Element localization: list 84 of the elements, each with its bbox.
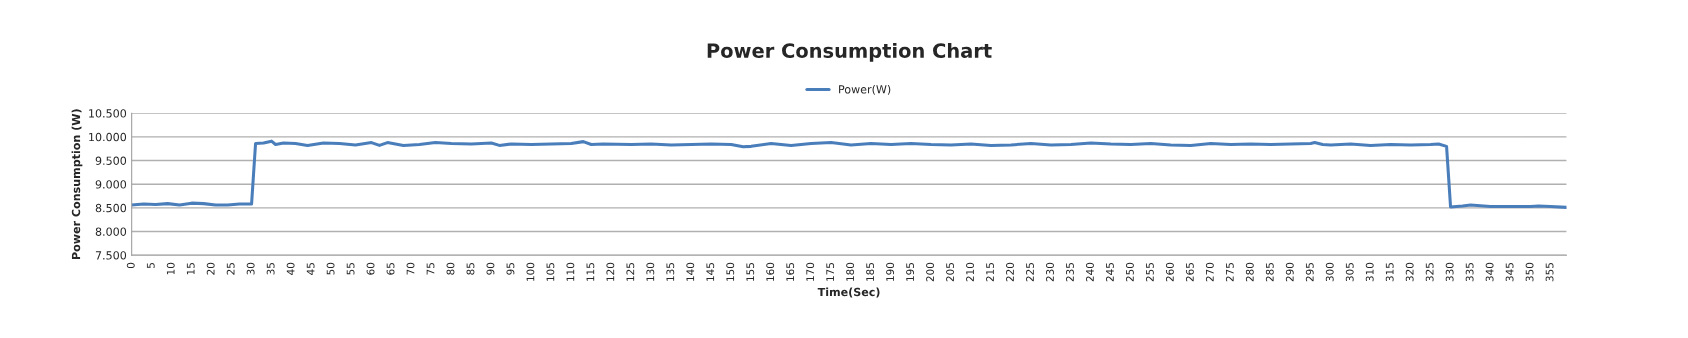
x-tick-label: 295: [1305, 263, 1314, 282]
x-tick-label: 75: [426, 263, 435, 275]
x-tick-label: 140: [686, 262, 695, 281]
x-tick-label: 55: [346, 263, 355, 275]
x-tick-label: 195: [906, 263, 915, 281]
x-tick-label: 10: [166, 262, 175, 275]
x-tick-label: 185: [866, 263, 875, 281]
x-tick-label: 215: [986, 263, 994, 282]
x-tick-label: 305: [1345, 263, 1354, 282]
x-tick-label: 170: [806, 262, 815, 281]
x-tick-label: 250: [1125, 262, 1134, 282]
x-tick-label: 105: [546, 263, 555, 281]
y-tick-label: 10.000: [89, 132, 127, 142]
x-tick-label: 350: [1525, 262, 1534, 282]
x-tick-label: 345: [1505, 263, 1514, 282]
x-tick-label: 45: [306, 263, 315, 275]
y-tick-label: 8.500: [95, 203, 127, 213]
y-tick-label: 10.500: [89, 109, 127, 118]
y-tick-label: 9.000: [95, 180, 127, 189]
x-tick-label: 60: [366, 262, 375, 275]
x-tick-label: 220: [1006, 262, 1014, 282]
x-tick-label: 300: [1325, 262, 1334, 282]
x-tick-label: 245: [1105, 263, 1114, 282]
x-tick-label: 70: [406, 262, 415, 275]
y-axis-title: Power Consumption (W): [71, 109, 83, 259]
x-tick-label: 150: [726, 262, 735, 281]
x-tick-label: 165: [786, 263, 795, 281]
y-tick-label: 8.000: [95, 227, 127, 236]
x-tick-label: 145: [706, 263, 715, 281]
x-tick-label: 40: [286, 262, 295, 275]
x-tick-label: 190: [886, 262, 895, 281]
x-tick-label: 30: [246, 262, 255, 275]
x-tick-label: 210: [966, 262, 974, 282]
x-tick-label: 205: [946, 263, 954, 282]
x-tick-label: 50: [326, 262, 335, 275]
x-tick-label: 280: [1245, 262, 1254, 282]
x-tick-label: 340: [1485, 262, 1494, 282]
x-tick-label: 270: [1205, 262, 1214, 282]
x-tick-label: 160: [766, 262, 775, 281]
x-tick-label: 355: [1545, 263, 1554, 282]
x-tick-label: 120: [606, 262, 615, 281]
x-tick-label: 155: [746, 263, 755, 281]
x-tick-label: 235: [1066, 263, 1074, 282]
chart-title: Power Consumption Chart: [707, 42, 992, 62]
x-tick-label: 265: [1185, 263, 1194, 282]
x-tick-label: 100: [526, 262, 535, 281]
y-tick-label: 9.500: [95, 156, 127, 165]
x-tick-label: 290: [1285, 262, 1294, 282]
x-tick-label: 285: [1265, 263, 1274, 282]
x-tick-label: 310: [1365, 262, 1374, 282]
x-tick-label: 95: [506, 263, 515, 275]
x-tick-label: 5: [146, 263, 155, 268]
x-tick-label: 80: [446, 262, 455, 275]
x-tick-label: 85: [466, 263, 475, 275]
x-tick-label: 15: [186, 263, 195, 275]
x-tick-label: 200: [926, 262, 935, 282]
x-tick-label: 90: [486, 262, 495, 275]
x-tick-label: 20: [206, 262, 215, 275]
x-tick-label: 130: [646, 262, 655, 281]
y-tick-label: 7.500: [95, 251, 127, 260]
x-tick-label: 255: [1145, 263, 1154, 282]
x-tick-label: 25: [226, 263, 235, 275]
x-tick-label: 275: [1225, 263, 1234, 282]
x-tick-label: 225: [1026, 263, 1034, 282]
x-tick-label: 125: [626, 263, 635, 281]
x-tick-label: 325: [1425, 263, 1434, 282]
x-tick-label: 135: [666, 263, 675, 281]
x-tick-label: 335: [1465, 263, 1474, 282]
x-tick-label: 240: [1086, 262, 1094, 282]
line-series: [131, 139, 1567, 209]
x-tick-label: 260: [1165, 262, 1174, 282]
x-tick-label: 180: [846, 262, 855, 281]
x-tick-label: 330: [1445, 262, 1454, 282]
x-tick-label: 35: [266, 263, 275, 275]
x-tick-label: 230: [1046, 262, 1054, 282]
x-tick-label: 320: [1405, 262, 1414, 282]
x-axis-title: Time(Sec): [817, 287, 880, 298]
x-tick-label: 110: [566, 262, 575, 281]
x-tick-label: 65: [386, 263, 395, 275]
x-tick-label: 175: [826, 263, 835, 281]
x-tick-label: 115: [586, 263, 595, 281]
x-tick-label: 315: [1385, 263, 1394, 282]
legend-label: Power(W): [839, 84, 891, 95]
x-tick-label: 0: [126, 262, 135, 269]
